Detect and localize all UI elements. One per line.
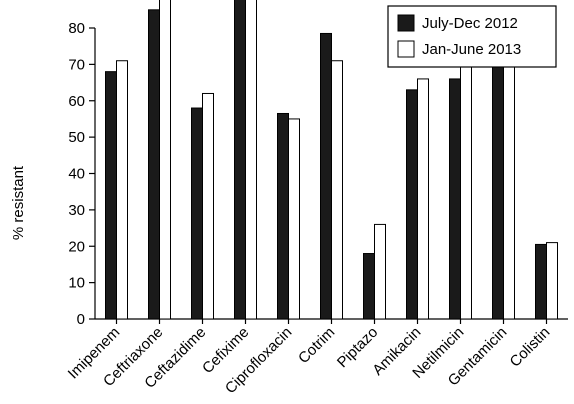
y-axis: 0 10 20 30 40 50 60 70 80 — [68, 20, 96, 328]
legend-swatch — [397, 40, 415, 58]
y-tick-label: 30 — [68, 202, 85, 219]
bar-series-1 — [234, 0, 246, 320]
bar-series-1 — [277, 112, 289, 320]
category-label: Colistin — [507, 324, 554, 371]
bar-series-2 — [374, 223, 386, 320]
bar-series-1 — [406, 89, 418, 320]
y-tick-label: 70 — [68, 56, 85, 73]
y-tick-label: 50 — [68, 129, 85, 146]
legend-swatch — [397, 14, 415, 32]
bar-series-1 — [105, 71, 117, 320]
bar-series-1 — [191, 107, 203, 320]
bars — [105, 0, 558, 320]
y-axis-title: % resistant — [10, 165, 27, 240]
legend-box — [387, 5, 557, 68]
category-label: Cotrim — [295, 324, 338, 367]
bar-series-1 — [363, 253, 375, 320]
y-tick-label: 60 — [68, 93, 85, 110]
bar-series-2 — [159, 0, 171, 320]
category-labels: ImipenemCeftriaxoneCeftazidimeCefiximeCi… — [65, 324, 554, 397]
bar-series-1 — [535, 243, 547, 320]
bar-series-2 — [202, 92, 214, 320]
legend: July-Dec 2012 Jan-June 2013 — [387, 5, 557, 68]
bar-series-2 — [288, 118, 300, 320]
legend-label: Jan-June 2013 — [422, 41, 521, 58]
bar-series-1 — [449, 78, 461, 320]
bar-series-1 — [492, 47, 504, 320]
y-tick-label: 80 — [68, 20, 85, 37]
y-tick-label: 20 — [68, 238, 85, 255]
bar-series-2 — [331, 60, 343, 320]
bar-series-2 — [116, 60, 128, 320]
bar-series-2 — [546, 242, 558, 320]
bar-series-2 — [245, 0, 257, 320]
y-tick-label: 10 — [68, 275, 85, 292]
bar-series-2 — [460, 62, 472, 320]
bar-series-2 — [503, 43, 515, 320]
x-axis — [95, 318, 568, 324]
y-tick-label: 0 — [77, 311, 85, 328]
bar-series-2 — [417, 78, 429, 320]
legend-label: July-Dec 2012 — [422, 15, 518, 32]
bar-series-1 — [320, 32, 332, 320]
y-tick-label: 40 — [68, 166, 85, 183]
bar-series-1 — [148, 9, 160, 320]
